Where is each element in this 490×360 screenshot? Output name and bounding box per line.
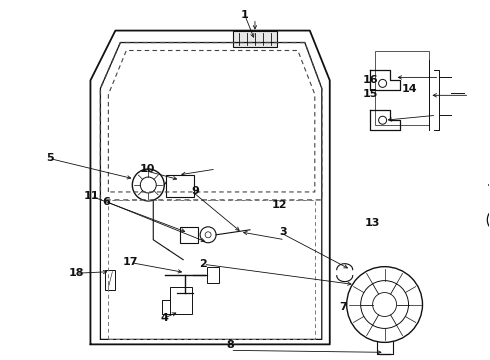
Text: 5: 5 xyxy=(46,153,53,163)
Text: 14: 14 xyxy=(401,84,417,94)
Text: 13: 13 xyxy=(365,218,380,228)
Text: 2: 2 xyxy=(199,259,207,269)
Text: 11: 11 xyxy=(83,191,99,201)
Bar xyxy=(166,175,194,197)
Text: 17: 17 xyxy=(122,257,138,267)
Text: 15: 15 xyxy=(362,89,378,99)
Bar xyxy=(233,31,277,46)
Text: 8: 8 xyxy=(226,340,234,350)
Text: 16: 16 xyxy=(362,75,378,85)
Text: 12: 12 xyxy=(271,200,287,210)
Bar xyxy=(180,227,198,243)
Text: 10: 10 xyxy=(140,164,155,174)
Bar xyxy=(375,50,429,125)
Text: 18: 18 xyxy=(69,268,84,278)
Text: 7: 7 xyxy=(339,302,346,312)
Bar xyxy=(207,267,219,283)
Text: 1: 1 xyxy=(241,10,249,20)
Bar xyxy=(170,287,192,315)
Bar xyxy=(105,270,115,289)
Text: 4: 4 xyxy=(160,313,169,323)
Text: 3: 3 xyxy=(279,227,287,237)
Text: 9: 9 xyxy=(191,186,199,196)
Text: 6: 6 xyxy=(102,197,110,207)
